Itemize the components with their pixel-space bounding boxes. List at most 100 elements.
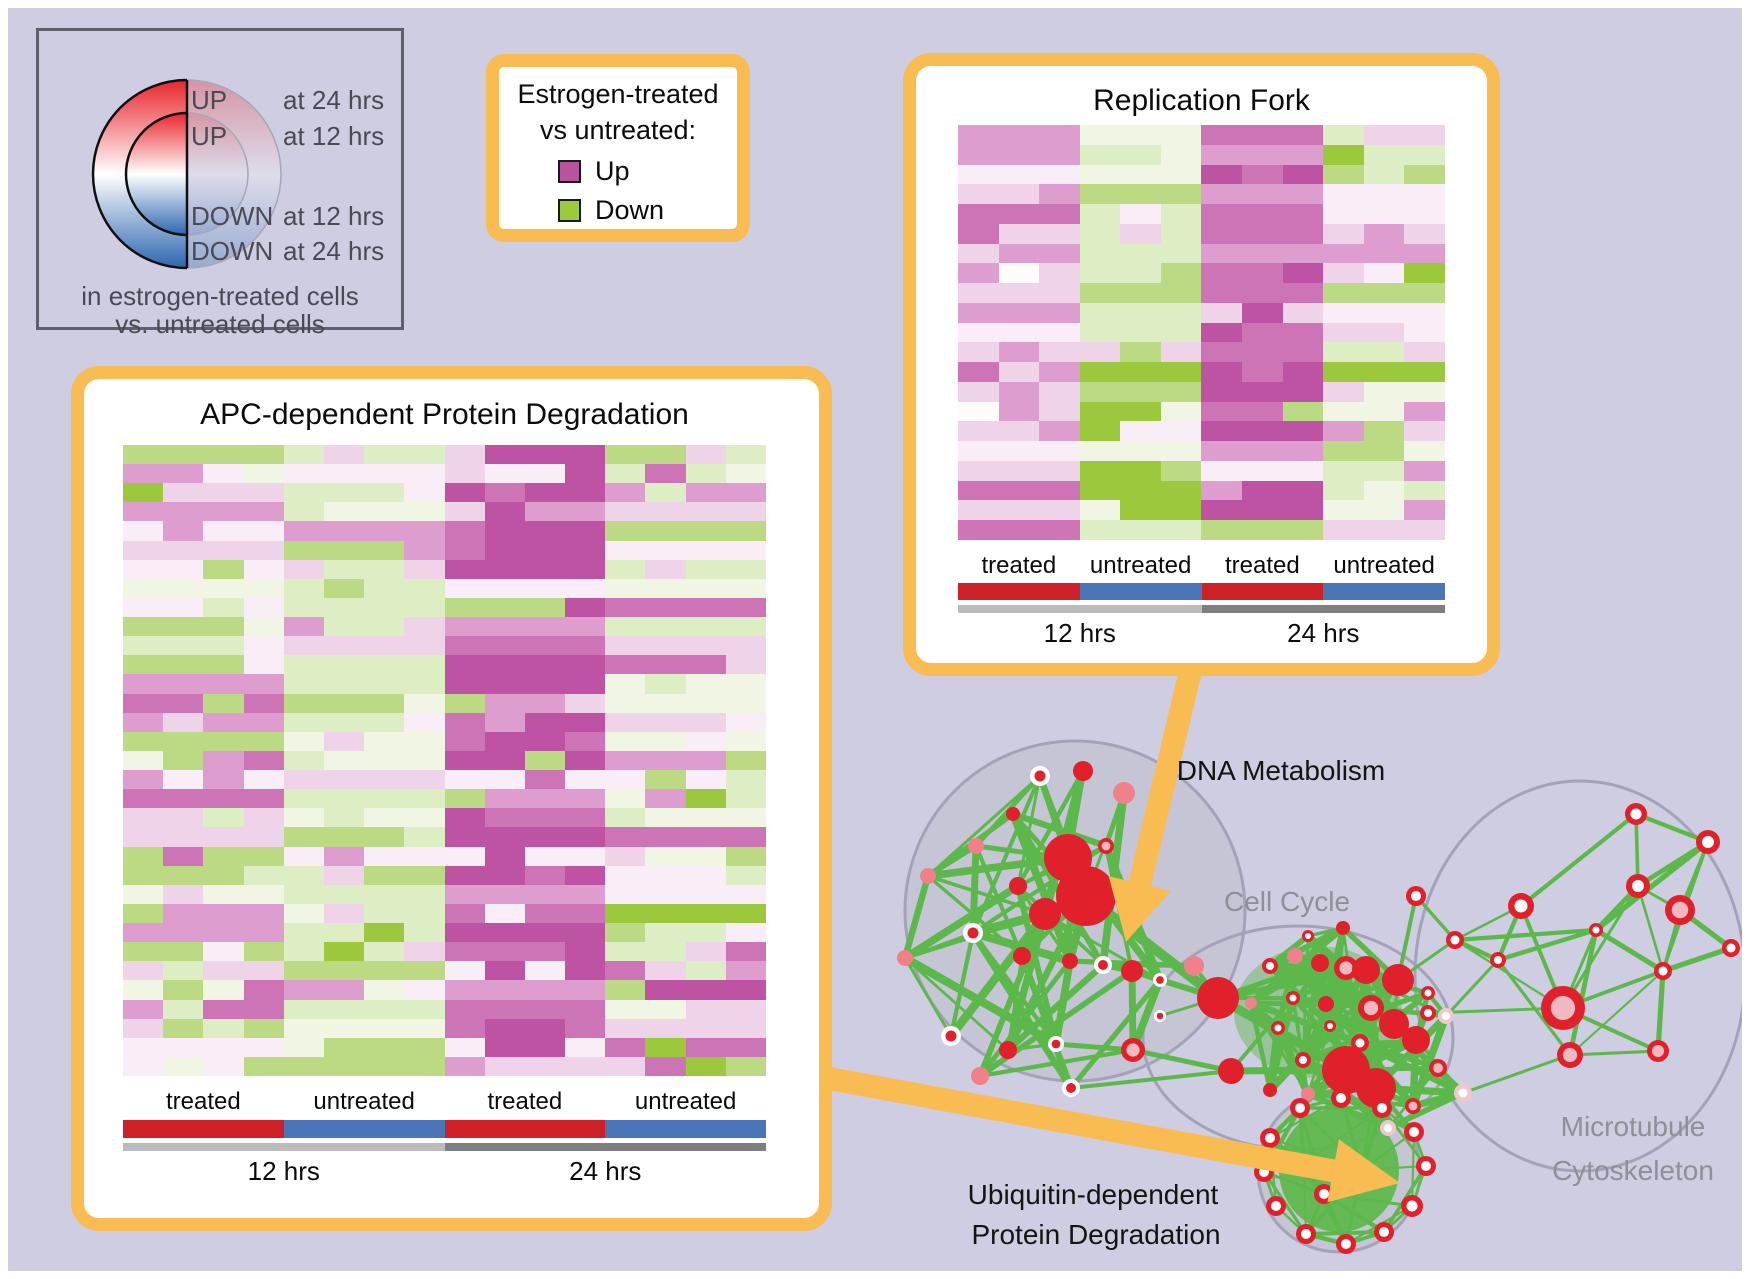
network-edge [1005,962,1106,1053]
heatmap-cell [645,617,686,637]
heatmap-cell [725,464,766,484]
heatmap-cell [605,789,646,809]
heatmap-cell [163,483,204,503]
heatmap-cell [1160,381,1202,402]
heatmap-cell [725,445,766,465]
heatmap-cell [404,903,445,924]
heatmap-cell [685,750,726,771]
heatmap-cell [1160,401,1202,422]
heatmap-cell [685,559,726,579]
heatmap-cell [163,846,204,866]
heatmap-cell [203,846,244,866]
heatmap-cell [1404,144,1445,165]
condition-label: treated [487,1088,563,1115]
heatmap-cell [1079,342,1121,363]
gene-node-core [1592,926,1600,934]
heatmap-cell [323,445,365,465]
heatmap-cell [123,521,164,541]
heatmap-cell [203,980,244,1000]
time-label: 12 hrs [1043,618,1116,648]
heatmap-cell [484,808,525,828]
heatmap-cell [283,923,324,943]
heatmap-cell [444,445,485,465]
heatmap-cell [243,578,284,598]
heatmap-cell [1201,125,1243,145]
heatmap-cell [243,617,284,637]
heatmap-cell [484,789,525,809]
heatmap-cell [1323,381,1364,402]
heatmap-cell [283,1056,324,1076]
gene-node-core [1126,1043,1140,1057]
gene-node [1318,996,1334,1012]
heatmap-cell [323,884,365,904]
heatmap-cell [1242,243,1283,264]
heatmap-cell [958,164,999,185]
gene-node [1336,921,1350,935]
heatmap-cell [1079,441,1121,461]
heatmap-cell [1404,204,1445,224]
heatmap-cell [1323,263,1364,284]
heatmap-cell [645,636,686,656]
heatmap-cell [1404,223,1445,244]
gene-node-core [1514,899,1528,913]
heatmap-cell [1160,204,1202,224]
legend-item-down: Down [558,195,678,226]
heatmap-cell [243,693,284,713]
heatmap-cell [484,884,525,904]
heatmap-cell [243,731,284,751]
heatmap-cell [1160,302,1202,323]
heatmap-cell [565,846,606,866]
gene-node-core [1066,1083,1076,1093]
heatmap-cell [484,655,525,675]
heatmap-cell [524,617,566,637]
heatmap-cell [1079,480,1121,501]
heatmap-cell [605,923,646,943]
network-edge [903,957,953,1037]
treated-bar [444,1120,606,1138]
heatmap-cell [364,731,405,751]
heatmap-cell [404,1056,445,1076]
heatmap-cell [1201,164,1243,185]
heatmap-cell [243,502,284,522]
heatmap-cell [605,1056,646,1076]
heatmap-cell [524,942,566,962]
heatmap-cell [998,322,1040,343]
gene-node [1056,866,1116,926]
heatmap-cell [1282,322,1324,343]
gene-node-core [1424,989,1432,997]
heatmap-cell [1404,322,1445,343]
heatmap-cell [565,1037,606,1057]
heatmap-cell [203,923,244,943]
heatmap-cell [404,502,445,522]
network-edge [1662,945,1732,974]
gene-node [1301,1087,1315,1101]
gene-node [1218,1058,1244,1084]
heatmap-cell [1201,381,1243,402]
heatmap-cell [605,942,646,962]
heatmap-cell [1201,362,1243,382]
heatmap-cell [404,674,445,694]
heatmap-cell [1201,421,1243,442]
heatmap-cell [685,865,726,885]
heatmap-cell [163,1037,204,1057]
heatmap-cell [1160,500,1202,521]
heatmap-cell [444,1018,485,1038]
heatmap-cell [685,636,726,656]
replication-fork-time-bars [958,605,1445,613]
heatmap-cell [645,1018,686,1038]
heatmap-cell [725,1056,766,1076]
heatmap-cell [163,1018,204,1038]
heatmap-cell [243,884,284,904]
gene-node-core [1408,1101,1418,1111]
heatmap-cell [605,464,646,484]
heatmap-cell [1242,500,1283,521]
gene-node [968,838,984,854]
heatmap-cell [605,712,646,732]
heatmap-cell [444,578,485,598]
network-edge [1454,927,1597,943]
heatmap-cell [1160,184,1202,205]
heatmap-cell [1160,362,1202,382]
gene-node-core [1266,962,1274,970]
heatmap-cell [364,445,405,465]
heatmap-cell [725,808,766,828]
